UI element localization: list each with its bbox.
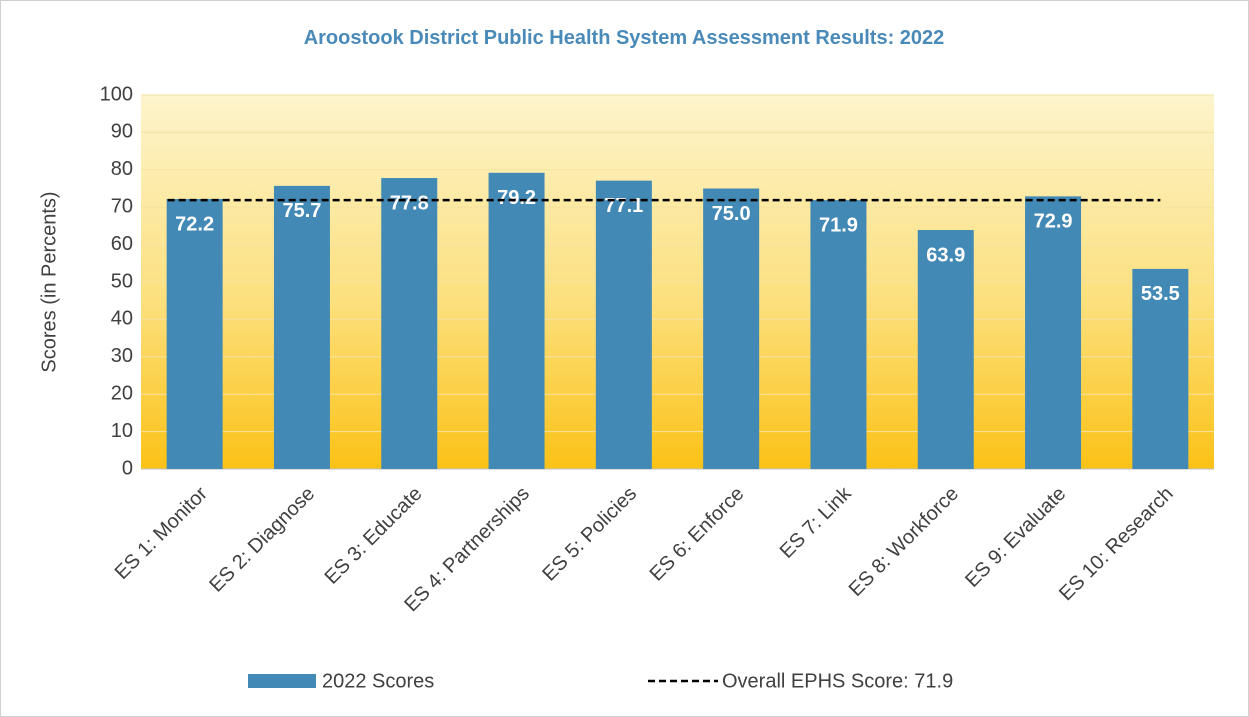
bar [488, 172, 545, 470]
y-tick-label: 60 [111, 233, 133, 255]
legend-label: Overall EPHS Score: 71.9 [722, 670, 953, 692]
x-tick-label: ES 3: Educate [321, 483, 427, 589]
bar [1132, 268, 1189, 469]
data-label: 75.0 [712, 203, 751, 225]
x-tick-label: ES 6: Enforce [646, 483, 749, 586]
y-tick-label: 80 [111, 158, 133, 180]
data-label: 77.1 [604, 195, 643, 217]
legend-swatch [248, 674, 316, 688]
legend-label: 2022 Scores [322, 670, 434, 692]
data-label: 77.8 [390, 192, 429, 214]
x-tick-label: ES 1: Monitor [111, 482, 212, 583]
bar [166, 198, 223, 470]
data-label: 75.7 [282, 200, 321, 222]
chart-title: Aroostook District Public Health System … [303, 27, 945, 49]
y-tick-label: 20 [111, 382, 133, 404]
x-tick-label: ES 8: Workforce [845, 483, 963, 601]
y-tick-label: 50 [111, 270, 133, 292]
y-tick-label: 0 [122, 457, 133, 479]
y-tick-label: 30 [111, 345, 133, 367]
x-tick-label: ES 5: Policies [538, 483, 641, 586]
bar [917, 230, 974, 469]
x-tick-label: ES 10: Research [1055, 483, 1177, 605]
x-tick-label: ES 2: Diagnose [205, 483, 319, 597]
data-label: 71.9 [819, 214, 858, 236]
x-tick-label: ES 9: Evaluate [961, 483, 1070, 592]
y-tick-label: 10 [111, 420, 133, 442]
data-label: 79.2 [497, 187, 536, 209]
bar [1025, 196, 1082, 469]
bar [810, 200, 867, 469]
data-label: 72.9 [1034, 211, 1073, 233]
x-tick-label: ES 7: Link [776, 482, 857, 563]
y-tick-label: 90 [111, 121, 133, 143]
data-label: 72.2 [175, 213, 214, 235]
bar [273, 185, 330, 469]
bar [381, 178, 438, 469]
data-label: 63.9 [926, 244, 965, 266]
data-label: 53.5 [1141, 283, 1180, 305]
y-tick-label: 100 [100, 83, 133, 105]
y-tick-label: 40 [111, 308, 133, 330]
y-axis-label: Scores (in Percents) [38, 191, 60, 372]
y-tick-label: 70 [111, 195, 133, 217]
bar [703, 188, 760, 469]
bar [595, 180, 652, 469]
